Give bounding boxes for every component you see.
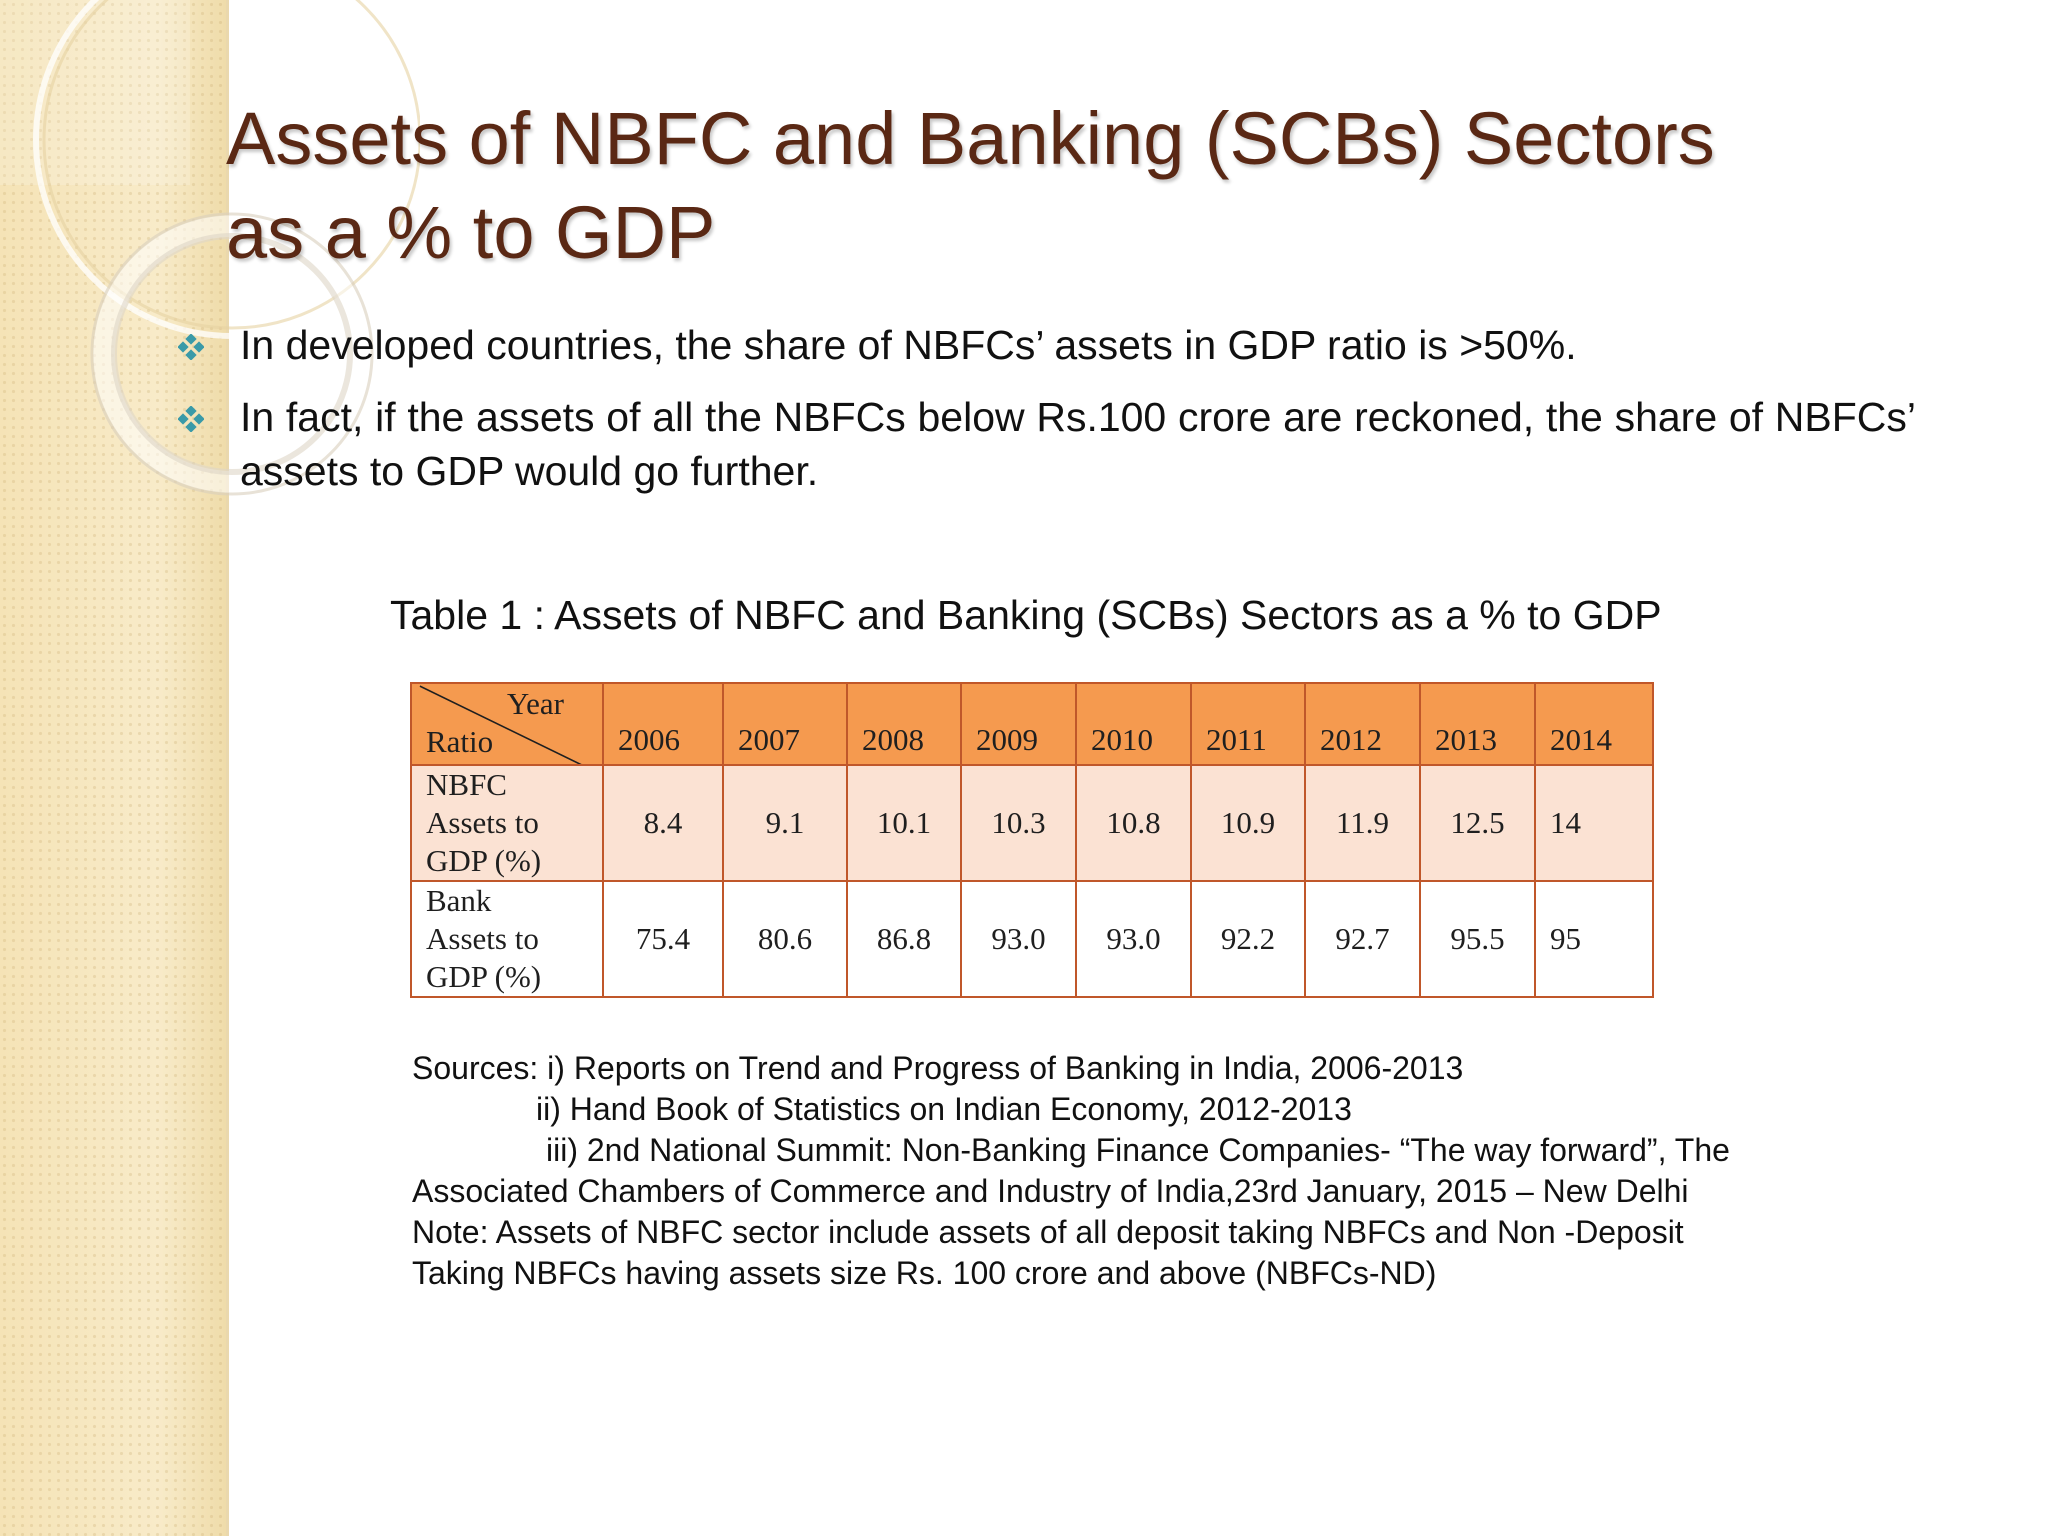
table-cell: 14 bbox=[1534, 764, 1654, 882]
corner-year-label: Year bbox=[506, 686, 564, 721]
year-header: 2006 bbox=[602, 682, 724, 766]
year-header: 2008 bbox=[846, 682, 962, 766]
table-cell: 92.2 bbox=[1190, 880, 1306, 998]
table-caption: Table 1 : Assets of NBFC and Banking (SC… bbox=[390, 592, 1662, 638]
diamond-cluster-bullet-icon bbox=[178, 406, 204, 432]
row-label-line: NBFC bbox=[426, 767, 507, 802]
table-cell: 10.8 bbox=[1075, 764, 1192, 882]
bullet-list: In developed countries, the share of NBF… bbox=[176, 318, 1916, 516]
top-left-tint bbox=[0, 0, 190, 185]
note-line: Note: Assets of NBFC sector include asse… bbox=[412, 1214, 1684, 1250]
slide-title: Assets of NBFC and Banking (SCBs) Sector… bbox=[226, 92, 1986, 280]
table-cell: 12.5 bbox=[1419, 764, 1536, 882]
bullet-item: In fact, if the assets of all the NBFCs … bbox=[176, 390, 1916, 498]
table-cell: 93.0 bbox=[1075, 880, 1192, 998]
row-label-line: Bank bbox=[426, 883, 492, 918]
table-cell: 11.9 bbox=[1304, 764, 1421, 882]
row-label-line: GDP (%) bbox=[426, 843, 542, 878]
table-cell: 80.6 bbox=[722, 880, 848, 998]
title-line-1: Assets of NBFC and Banking (SCBs) Sector… bbox=[226, 97, 1715, 180]
year-header: 2007 bbox=[722, 682, 848, 766]
sources-note: Sources: i) Reports on Trend and Progres… bbox=[412, 1048, 1832, 1294]
table-cell: 95.5 bbox=[1419, 880, 1536, 998]
row-label-line: Assets to bbox=[426, 805, 539, 840]
year-header: 2012 bbox=[1304, 682, 1421, 766]
year-header: 2010 bbox=[1075, 682, 1192, 766]
year-header: 2013 bbox=[1419, 682, 1536, 766]
table-cell: 93.0 bbox=[960, 880, 1077, 998]
table-cell: 9.1 bbox=[722, 764, 848, 882]
year-header: 2011 bbox=[1190, 682, 1306, 766]
table-cell: 10.9 bbox=[1190, 764, 1306, 882]
sources-line: Associated Chambers of Commerce and Indu… bbox=[412, 1173, 1689, 1209]
table-cell: 10.1 bbox=[846, 764, 962, 882]
row-label-line: Assets to bbox=[426, 921, 539, 956]
sources-line: ii) Hand Book of Statistics on Indian Ec… bbox=[536, 1091, 1352, 1127]
table-row-bank: Bank Assets to GDP (%) 75.4 80.6 86.8 93… bbox=[410, 880, 1654, 998]
bullet-text: In developed countries, the share of NBF… bbox=[240, 322, 1577, 368]
row-label-bank: Bank Assets to GDP (%) bbox=[410, 880, 604, 998]
year-header: 2009 bbox=[960, 682, 1077, 766]
corner-diagonal-line bbox=[419, 685, 582, 764]
side-decorative-band bbox=[0, 0, 229, 1536]
sources-line: iii) 2nd National Summit: Non-Banking Fi… bbox=[546, 1132, 1730, 1168]
table-cell: 86.8 bbox=[846, 880, 962, 998]
table-cell: 95 bbox=[1534, 880, 1654, 998]
bullet-item: In developed countries, the share of NBF… bbox=[176, 318, 1916, 372]
table-cell: 75.4 bbox=[602, 880, 724, 998]
table-cell: 8.4 bbox=[602, 764, 724, 882]
note-line: Taking NBFCs having assets size Rs. 100 … bbox=[412, 1255, 1437, 1291]
diamond-cluster-bullet-icon bbox=[178, 334, 204, 360]
row-label-line: GDP (%) bbox=[426, 959, 542, 994]
table-corner-cell: Year Ratio bbox=[410, 682, 604, 766]
bullet-text: In fact, if the assets of all the NBFCs … bbox=[240, 394, 1916, 494]
table-row-nbfc: NBFC Assets to GDP (%) 8.4 9.1 10.1 10.3… bbox=[410, 764, 1654, 882]
year-header: 2014 bbox=[1534, 682, 1654, 766]
row-label-nbfc: NBFC Assets to GDP (%) bbox=[410, 764, 604, 882]
table-cell: 92.7 bbox=[1304, 880, 1421, 998]
assets-table: Year Ratio 2006 2007 2008 2009 2010 2011… bbox=[410, 682, 1654, 998]
corner-ratio-label: Ratio bbox=[426, 724, 494, 759]
table-header-row: Year Ratio 2006 2007 2008 2009 2010 2011… bbox=[410, 682, 1654, 766]
table-cell: 10.3 bbox=[960, 764, 1077, 882]
sources-line: Sources: i) Reports on Trend and Progres… bbox=[412, 1050, 1464, 1086]
title-line-2: as a % to GDP bbox=[226, 191, 716, 274]
